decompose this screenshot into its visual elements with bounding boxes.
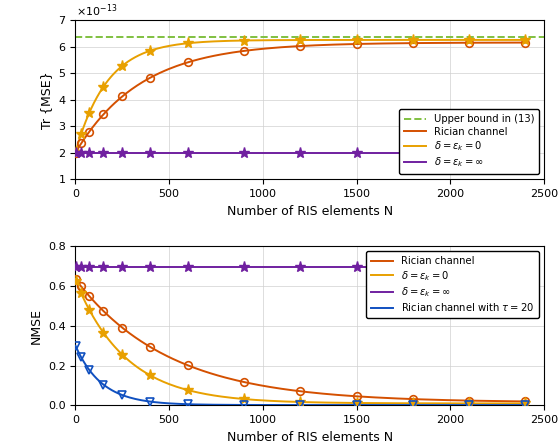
- $\delta = \varepsilon_k = 0$: [83, 302, 90, 307]
- $\delta = \varepsilon_k = 0$: [72, 278, 79, 283]
- Rician channel with $\tau = 20$: [173, 401, 180, 406]
- $\delta = \varepsilon_k = \infty$: [518, 264, 525, 270]
- Rician channel with $\tau = 20$: [72, 343, 79, 349]
- $\delta = \varepsilon_k = \infty$: [72, 150, 79, 155]
- Rician channel: [518, 399, 525, 404]
- Line: Rician channel: Rician channel: [75, 43, 525, 152]
- Rician channel: [522, 40, 528, 45]
- Rician channel with $\tau = 20$: [83, 363, 90, 369]
- $\delta = \varepsilon_k = 0$: [406, 401, 412, 406]
- Rician channel: [406, 40, 412, 46]
- $\delta = \varepsilon_k = \infty$: [83, 264, 90, 270]
- $\delta = \varepsilon_k = \infty$: [72, 264, 79, 270]
- Rician channel with $\tau = 20$: [78, 354, 84, 360]
- Rician channel: [522, 399, 528, 404]
- $\delta = \varepsilon_k = 0$: [170, 383, 176, 388]
- Rician channel with $\tau = 20$: [522, 402, 528, 408]
- Line: Rician channel: Rician channel: [75, 279, 525, 401]
- $\delta = \varepsilon_k = \infty$: [406, 150, 412, 155]
- X-axis label: Number of RIS elements N: Number of RIS elements N: [227, 205, 393, 218]
- $\delta = \varepsilon_k = 0$: [78, 291, 84, 296]
- $\delta = \varepsilon_k = \infty$: [78, 264, 84, 270]
- $\delta = \varepsilon_k = 0$: [173, 42, 180, 47]
- Rician channel: [83, 133, 90, 138]
- $\delta = \varepsilon_k = 0$: [522, 401, 528, 406]
- Upper bound in (13): [72, 34, 79, 40]
- $\delta = \varepsilon_k = \infty$: [518, 150, 525, 155]
- $\delta = \varepsilon_k = \infty$: [173, 150, 180, 155]
- Rician channel: [78, 141, 84, 146]
- $\delta = \varepsilon_k = 0$: [406, 37, 412, 43]
- $\delta = \varepsilon_k = \infty$: [170, 150, 176, 155]
- Rician channel: [78, 284, 84, 289]
- $\delta = \varepsilon_k = 0$: [518, 401, 525, 406]
- X-axis label: Number of RIS elements N: Number of RIS elements N: [227, 431, 393, 444]
- $\delta = \varepsilon_k = 0$: [170, 43, 176, 48]
- $\delta = \varepsilon_k = \infty$: [173, 264, 180, 270]
- $\delta = \varepsilon_k = \infty$: [78, 150, 84, 155]
- Line: $\delta = \varepsilon_k = 0$: $\delta = \varepsilon_k = 0$: [75, 40, 525, 152]
- Rician channel: [518, 40, 525, 45]
- $\delta = \varepsilon_k = 0$: [522, 37, 528, 43]
- $\delta = \varepsilon_k = 0$: [78, 131, 84, 137]
- $\delta = \varepsilon_k = 0$: [72, 150, 79, 155]
- Rician channel: [170, 356, 176, 362]
- $\delta = \varepsilon_k = \infty$: [170, 264, 176, 270]
- Rician channel: [72, 150, 79, 155]
- Rician channel with $\tau = 20$: [406, 402, 412, 408]
- $\delta = \varepsilon_k = \infty$: [406, 264, 412, 270]
- Upper bound in (13): [72, 34, 79, 40]
- $\delta = \varepsilon_k = \infty$: [522, 150, 528, 155]
- $\delta = \varepsilon_k = \infty$: [522, 264, 528, 270]
- Y-axis label: NMSE: NMSE: [30, 308, 42, 344]
- Rician channel with $\tau = 20$: [518, 402, 525, 408]
- Rician channel: [406, 396, 412, 402]
- Rician channel: [83, 290, 90, 296]
- Rician channel: [173, 63, 180, 69]
- Y-axis label: Tr {MSE}: Tr {MSE}: [40, 71, 53, 129]
- Rician channel: [170, 65, 176, 70]
- Legend: Rician channel, $\delta = \varepsilon_k = 0$, $\delta = \varepsilon_k = \infty$,: Rician channel, $\delta = \varepsilon_k …: [366, 251, 539, 319]
- Legend: Upper bound in (13), Rician channel, $\delta = \varepsilon_k = 0$, $\delta = \va: Upper bound in (13), Rician channel, $\d…: [398, 109, 539, 174]
- $\delta = \varepsilon_k = \infty$: [83, 150, 90, 155]
- $\delta = \varepsilon_k = 0$: [518, 37, 525, 43]
- Rician channel with $\tau = 20$: [170, 401, 176, 406]
- Line: Rician channel with $\tau = 20$: Rician channel with $\tau = 20$: [75, 346, 525, 405]
- Rician channel: [173, 358, 180, 363]
- Rician channel: [72, 276, 79, 282]
- Line: $\delta = \varepsilon_k = 0$: $\delta = \varepsilon_k = 0$: [75, 280, 525, 404]
- $\delta = \varepsilon_k = 0$: [83, 116, 90, 122]
- $\delta = \varepsilon_k = 0$: [173, 384, 180, 389]
- Text: $\times10^{-13}$: $\times10^{-13}$: [76, 2, 117, 18]
